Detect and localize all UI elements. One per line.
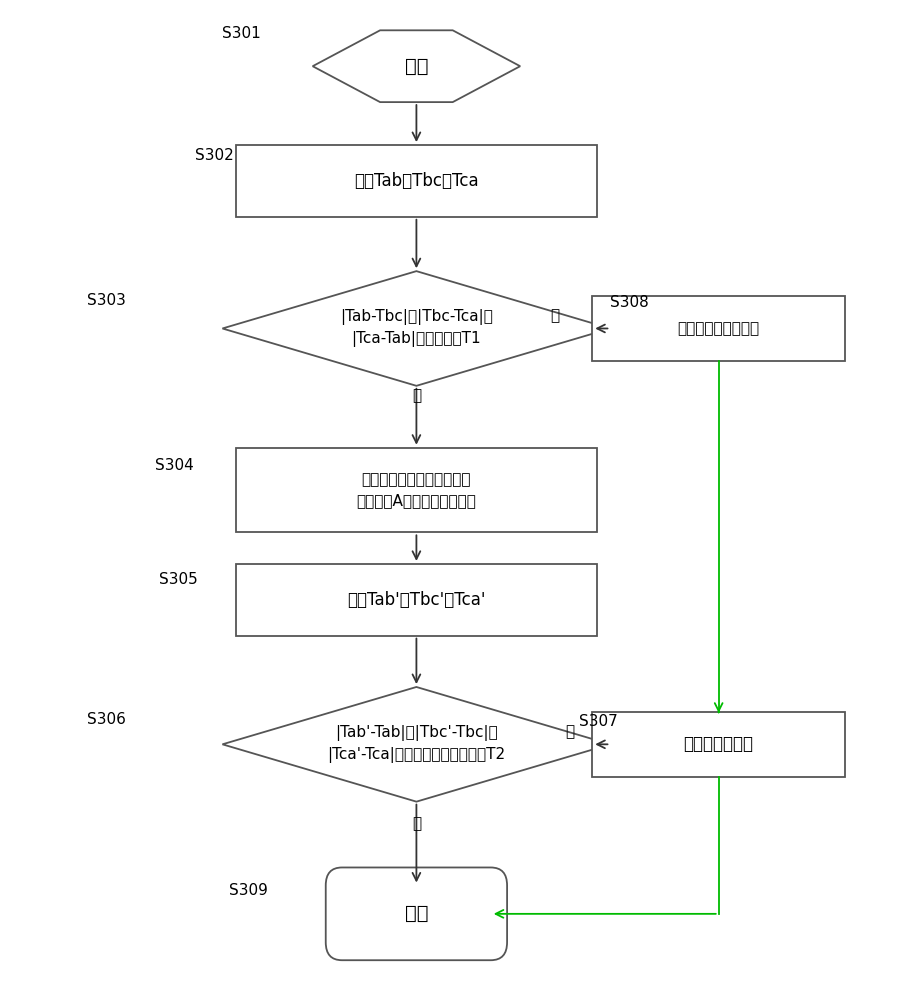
Text: 是: 是 [412, 388, 421, 403]
Text: 判断三相电源的相序正常，
并开启从A相取电的空调风机: 判断三相电源的相序正常， 并开启从A相取电的空调风机 [357, 472, 476, 508]
Text: S302: S302 [195, 148, 234, 163]
Text: S301: S301 [223, 26, 262, 41]
Text: S303: S303 [87, 293, 126, 308]
Text: |Tab'-Tab|、|Tbc'-Tbc|和
|Tca'-Tca|中的任意一个是否大于T2: |Tab'-Tab|、|Tbc'-Tbc|和 |Tca'-Tca|中的任意一个是… [328, 725, 506, 763]
Polygon shape [223, 687, 610, 802]
Text: 开始: 开始 [405, 57, 428, 76]
FancyBboxPatch shape [236, 448, 597, 532]
Text: |Tab-Tbc|、|Tbc-Tca|和
|Tca-Tab|是否均小于T1: |Tab-Tbc|、|Tbc-Tca|和 |Tca-Tab|是否均小于T1 [340, 309, 493, 347]
Text: S306: S306 [87, 712, 126, 727]
Text: 记录Tab'、Tbc'、Tca': 记录Tab'、Tbc'、Tca' [348, 591, 486, 609]
Text: 结束: 结束 [405, 904, 428, 923]
Text: S309: S309 [229, 883, 268, 898]
FancyBboxPatch shape [236, 145, 597, 217]
Text: 否: 否 [550, 308, 559, 323]
Text: S308: S308 [610, 295, 649, 310]
Text: 否: 否 [412, 817, 421, 832]
Text: 是: 是 [566, 724, 575, 739]
Text: S305: S305 [159, 572, 198, 587]
Text: S304: S304 [155, 458, 194, 473]
Text: 三相电源的相序故障: 三相电源的相序故障 [678, 321, 759, 336]
FancyBboxPatch shape [326, 867, 507, 960]
Polygon shape [223, 271, 610, 386]
Text: S307: S307 [579, 714, 617, 729]
Text: 记录Tab、Tbc、Tca: 记录Tab、Tbc、Tca [354, 172, 479, 190]
FancyBboxPatch shape [236, 564, 597, 636]
Text: 三相电源缺零线: 三相电源缺零线 [683, 735, 754, 753]
Polygon shape [312, 30, 520, 102]
FancyBboxPatch shape [593, 296, 845, 361]
FancyBboxPatch shape [593, 712, 845, 777]
